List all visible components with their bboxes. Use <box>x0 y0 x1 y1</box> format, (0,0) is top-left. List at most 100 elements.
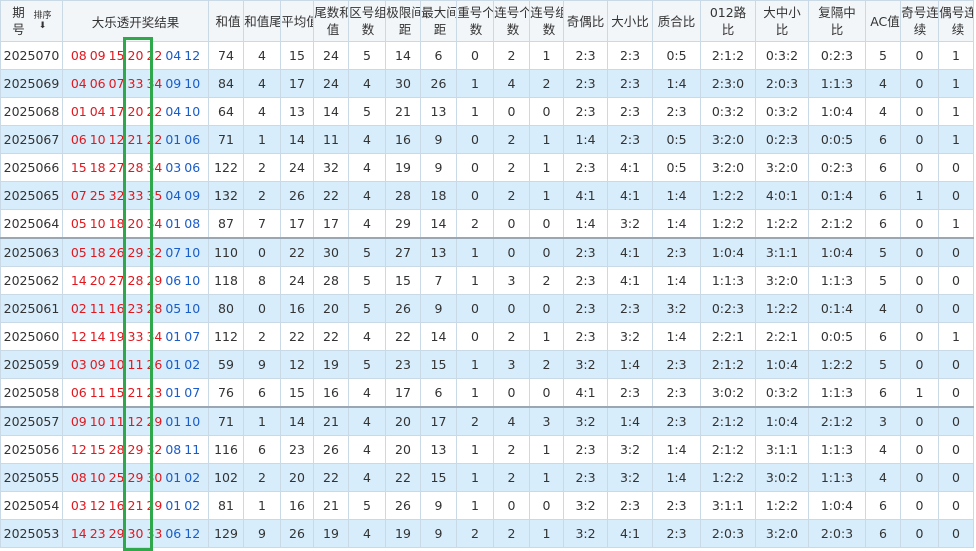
red-ball: 20 <box>127 104 144 119</box>
stat-cell: 2 <box>456 406 494 436</box>
stat-cell: 1:4 <box>652 209 701 239</box>
stat-cell: 26 <box>280 519 314 548</box>
sort-label: 排序 <box>33 11 52 21</box>
stat-cell: 2 <box>243 463 281 492</box>
stat-cell: 1:1:3 <box>700 266 756 295</box>
stat-cell: 132 <box>208 181 244 210</box>
stat-cell: 0:2:3 <box>700 294 756 323</box>
column-header: 重号个数 <box>456 0 494 42</box>
red-ball: 28 <box>127 273 144 288</box>
red-ball: 02 <box>70 301 87 316</box>
header-text: 连号组数 <box>530 5 563 37</box>
red-ball: 34 <box>146 216 163 231</box>
stat-cell: 0:2:3 <box>755 125 809 154</box>
red-ball: 32 <box>146 245 163 260</box>
stat-cell: 17 <box>385 378 421 408</box>
stat-cell: 4 <box>348 125 386 154</box>
stat-cell: 1:0:4 <box>808 237 866 267</box>
period: 2025061 <box>0 294 63 323</box>
stat-cell: 3:2 <box>563 406 608 436</box>
period: 2025066 <box>0 153 63 182</box>
stat-cell: 0 <box>456 125 494 154</box>
stat-cell: 0:0:5 <box>808 322 866 351</box>
stat-cell: 1:4 <box>563 125 608 154</box>
stat-cell: 6 <box>420 378 457 408</box>
stat-cell: 16 <box>280 294 314 323</box>
stat-cell: 71 <box>208 125 244 154</box>
column-header: 大小比 <box>607 0 653 42</box>
stat-cell: 0 <box>900 350 939 379</box>
stat-cell: 0 <box>529 294 564 323</box>
red-ball: 06 <box>89 76 106 91</box>
stat-cell: 2:1:2 <box>808 209 866 239</box>
header-text: 连号个数 <box>494 5 530 37</box>
sort-button[interactable]: 排序 ⬇ <box>33 11 51 31</box>
blue-ball: 02 <box>184 357 201 372</box>
red-ball: 21 <box>127 498 144 513</box>
stat-cell: 9 <box>420 153 457 182</box>
stat-cell: 2:2:1 <box>755 322 809 351</box>
stat-cell: 102 <box>208 463 244 492</box>
stat-cell: 5 <box>348 350 386 379</box>
stat-cell: 0 <box>938 463 974 492</box>
draw-result: 12 15 28 29 32 08 11 <box>62 435 209 464</box>
red-ball: 33 <box>146 526 163 541</box>
stat-cell: 17 <box>313 209 349 239</box>
red-ball: 29 <box>127 442 144 457</box>
stat-cell: 3:2 <box>607 209 653 239</box>
stat-cell: 1:0:4 <box>808 491 866 520</box>
header-text: 复隔中比 <box>818 5 856 37</box>
stat-cell: 0 <box>529 378 564 408</box>
red-ball: 27 <box>108 160 125 175</box>
header-text: 期号 <box>12 5 25 37</box>
stat-cell: 4 <box>243 97 281 126</box>
stat-cell: 4 <box>348 153 386 182</box>
stat-cell: 1 <box>456 378 494 408</box>
stat-cell: 1:4 <box>652 266 701 295</box>
column-header: 连号个数 <box>493 0 530 42</box>
red-ball: 11 <box>108 414 125 429</box>
stat-cell: 1 <box>529 519 564 548</box>
stat-cell: 14 <box>313 97 349 126</box>
blue-ball: 04 <box>165 48 182 63</box>
stat-cell: 0 <box>900 435 939 464</box>
red-ball: 32 <box>146 442 163 457</box>
stat-cell: 19 <box>313 350 349 379</box>
stat-cell: 0:3:2 <box>755 97 809 126</box>
column-header: 极限间距 <box>385 0 421 42</box>
red-ball: 12 <box>108 132 125 147</box>
stat-cell: 1 <box>529 181 564 210</box>
stat-cell: 6 <box>865 378 901 408</box>
stat-cell: 1 <box>456 435 494 464</box>
stat-cell: 1:0:4 <box>755 350 809 379</box>
stat-cell: 0 <box>456 294 494 323</box>
header-text: 大中小比 <box>763 5 801 37</box>
stat-cell: 4 <box>348 322 386 351</box>
stat-cell: 1 <box>938 97 974 126</box>
blue-ball: 01 <box>165 132 182 147</box>
red-ball: 20 <box>127 216 144 231</box>
stat-cell: 1 <box>456 350 494 379</box>
stat-cell: 22 <box>313 322 349 351</box>
blue-ball: 12 <box>184 48 201 63</box>
table-row: 2025059 03 09 10 11 26 01 02 59 9 12 19 5 23 15 1 3 2 3:2 1… <box>0 350 974 379</box>
stat-cell: 0:5 <box>652 125 701 154</box>
draw-result: 05 18 26 29 32 07 10 <box>62 237 209 267</box>
table-row: 2025056 12 15 28 29 32 08 11 116 6 23 26 4 20 13 1 2 1 2:3… <box>0 435 974 464</box>
red-ball: 11 <box>127 357 144 372</box>
stat-cell: 22 <box>280 237 314 267</box>
stat-cell: 30 <box>385 69 421 98</box>
column-header: 奇偶比 <box>563 0 608 42</box>
red-ball: 04 <box>70 76 87 91</box>
stat-cell: 26 <box>385 491 421 520</box>
stat-cell: 2:1:2 <box>700 435 756 464</box>
red-ball: 21 <box>127 132 144 147</box>
red-ball: 19 <box>108 329 125 344</box>
period: 2025053 <box>0 519 63 548</box>
blue-ball: 01 <box>165 385 182 400</box>
header-text: 尾数和值 <box>314 5 349 37</box>
red-ball: 06 <box>70 385 87 400</box>
stat-cell: 2:3 <box>652 406 701 436</box>
stat-cell: 4 <box>865 97 901 126</box>
red-ball: 06 <box>70 132 87 147</box>
